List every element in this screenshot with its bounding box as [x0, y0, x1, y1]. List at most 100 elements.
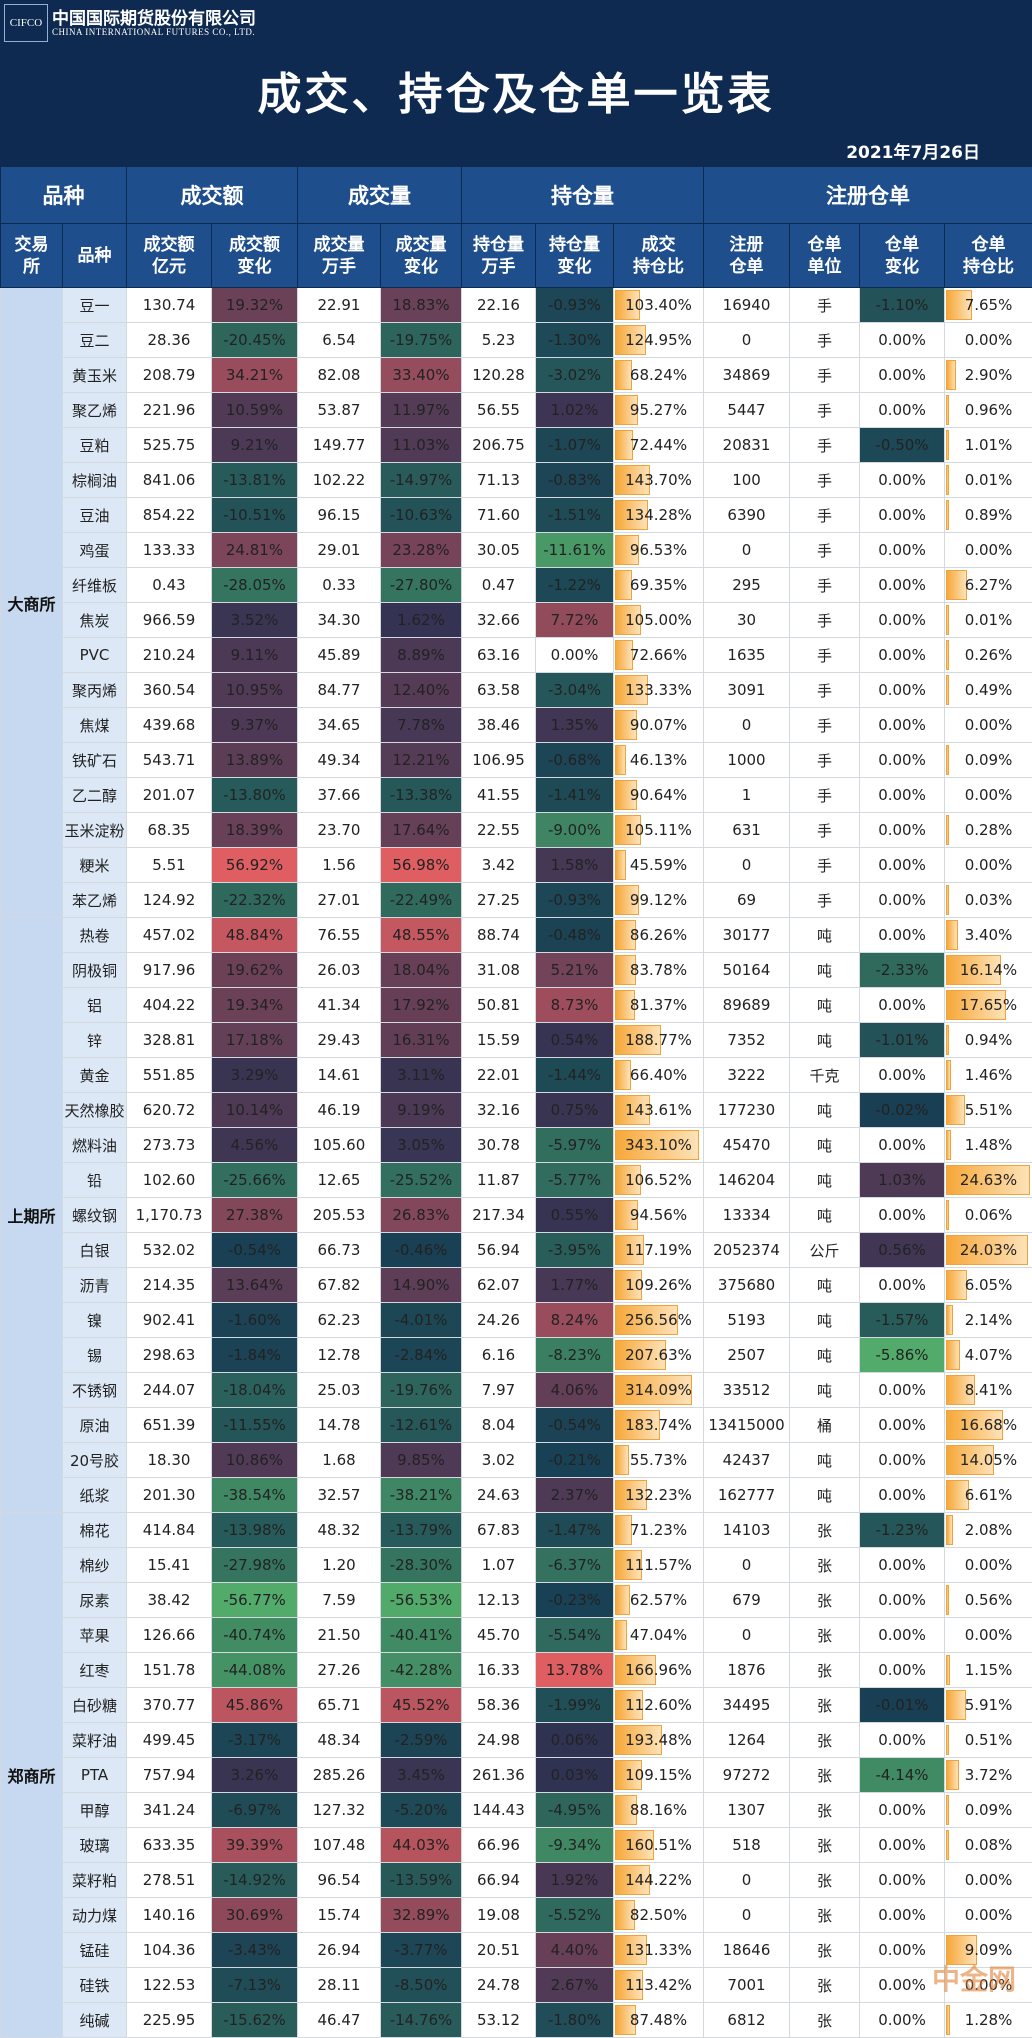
- cell: 11.97%: [380, 392, 462, 428]
- cell: 吨: [789, 1302, 861, 1338]
- table-row: 郑商所 棉花 414.84 -13.98% 48.32 -13.79% 67.83 -1.47…: [0, 1512, 1032, 2038]
- cell-text: 14.90%: [392, 1276, 450, 1294]
- cell: 9.85%: [380, 1442, 462, 1478]
- cell-text: 841.06: [142, 471, 196, 489]
- cell-text: 10.14%: [225, 1101, 284, 1119]
- cell: 149.77: [297, 427, 381, 463]
- cell-text: 149.77: [312, 436, 366, 454]
- cell: 0.08%: [944, 1827, 1032, 1863]
- cell-text: 518: [732, 1836, 761, 1854]
- cell-text: 13.78%: [545, 1661, 604, 1679]
- cell: 134.28%: [612, 497, 705, 533]
- cell-text: 89689: [722, 996, 771, 1014]
- cell-text: 131.33%: [625, 1941, 692, 1959]
- ratio-bar: [946, 885, 950, 915]
- cell-text: 757.94: [142, 1766, 196, 1784]
- ratio-bar: [615, 1375, 692, 1405]
- cell-text: 10.95%: [225, 681, 284, 699]
- ratio-bar: [615, 1795, 637, 1825]
- cell: 手: [789, 287, 861, 323]
- cell: 7.78%: [380, 707, 462, 743]
- cell: 48.34: [297, 1722, 381, 1758]
- cell: 207.63%: [612, 1337, 705, 1373]
- cell: 手: [789, 812, 861, 848]
- cell-text: 0.43: [152, 576, 186, 594]
- cell-text: -8.50%: [394, 1976, 448, 1994]
- cell-text: 菜籽油: [71, 1731, 117, 1750]
- variety-name: 棕榈油: [62, 462, 127, 498]
- cell-text: 96.54: [317, 1871, 361, 1889]
- cell: -0.46%: [380, 1232, 462, 1268]
- cell: 0.94%: [944, 1022, 1032, 1058]
- cell: 21.50: [297, 1617, 381, 1653]
- variety-name: PVC: [62, 637, 127, 673]
- cell-text: -5.52%: [547, 1906, 602, 1924]
- cell: 188.77%: [612, 1022, 705, 1058]
- cell: 0.00%: [859, 917, 946, 953]
- cell: 9.19%: [380, 1092, 462, 1128]
- cell: 33512: [703, 1372, 791, 1408]
- cell: 0.01%: [944, 602, 1032, 638]
- cell-text: 7.78%: [397, 716, 445, 734]
- cell-text: -1.30%: [547, 331, 602, 349]
- cell: 225.95: [126, 2002, 212, 2038]
- cell-text: 0.03%: [964, 891, 1013, 909]
- cell: -9.00%: [535, 812, 614, 848]
- cell-text: 151.78: [142, 1661, 196, 1679]
- cell-text: 8.04: [481, 1416, 516, 1434]
- ratio-bar: [946, 815, 950, 845]
- cell: 24.63: [461, 1477, 536, 1513]
- cell-text: 张: [817, 1801, 833, 1820]
- cell-text: 1.35%: [550, 716, 599, 734]
- cell-text: 4.56%: [230, 1136, 279, 1154]
- cell: 千克: [789, 1057, 861, 1093]
- cell: 张: [789, 1757, 861, 1793]
- cell: 24.63%: [944, 1162, 1032, 1198]
- cell: 0.43: [126, 567, 212, 603]
- cell: 56.94: [461, 1232, 536, 1268]
- cell-text: 33512: [722, 1381, 771, 1399]
- cell-text: 214.35: [142, 1276, 196, 1294]
- cell: -13.38%: [380, 777, 462, 813]
- table-row: 不锈钢 244.07 -18.04% 25.03 -19.76% 7.97 4.06% 314…: [1, 1372, 1032, 1408]
- ratio-bar: [946, 1200, 950, 1230]
- cell: 9.11%: [211, 637, 298, 673]
- cell: 吨: [789, 1372, 861, 1408]
- cell: 张: [789, 1862, 861, 1898]
- variety-name: 纸浆: [62, 1477, 127, 1513]
- cell-text: 27.01: [317, 891, 361, 909]
- cell-text: 620.72: [142, 1101, 196, 1119]
- cell-text: 0.49%: [964, 681, 1013, 699]
- cell: 10.14%: [211, 1092, 298, 1128]
- cell-text: 30177: [722, 926, 771, 944]
- cell-text: -1.41%: [547, 786, 602, 804]
- cell-text: 20号胶: [69, 1451, 120, 1470]
- cell: 757.94: [126, 1757, 212, 1793]
- cell: 29.01: [297, 532, 381, 568]
- cell-text: 1.62%: [397, 611, 445, 629]
- cell-text: 0.00%: [878, 1591, 926, 1609]
- cell-text: 143.70%: [625, 471, 692, 489]
- cell-text: 0.00%: [878, 1871, 926, 1889]
- cell-text: 3.45%: [397, 1766, 445, 1784]
- cell-text: -2.84%: [394, 1346, 448, 1364]
- cell: -1.07%: [535, 427, 614, 463]
- cell-text: 15.41: [147, 1556, 191, 1574]
- table-row: 玉米淀粉 68.35 18.39% 23.70 17.64% 22.55 -9.00% 105…: [1, 812, 1032, 848]
- cell-text: 吨: [817, 1136, 833, 1155]
- cell-text: -5.54%: [547, 1626, 602, 1644]
- cell: 7.65%: [944, 287, 1032, 323]
- cell: 45.89: [297, 637, 381, 673]
- cell-text: 0.00%: [964, 716, 1013, 734]
- cell-text: 粳米: [79, 856, 110, 875]
- cell-text: 7.65%: [964, 296, 1013, 314]
- cell-text: -27.98%: [223, 1556, 286, 1574]
- cell: -56.77%: [211, 1582, 298, 1618]
- table-row: 黄金 551.85 3.29% 14.61 3.11% 22.01 -1.44% 66.40%…: [1, 1057, 1032, 1093]
- cell: 19.32%: [211, 287, 298, 323]
- cell-text: 0.00%: [878, 1906, 926, 1924]
- cell-text: 90.64%: [629, 786, 688, 804]
- variety-name: PTA: [62, 1757, 127, 1793]
- variety-name: 粳米: [62, 847, 127, 883]
- cell: 手: [789, 427, 861, 463]
